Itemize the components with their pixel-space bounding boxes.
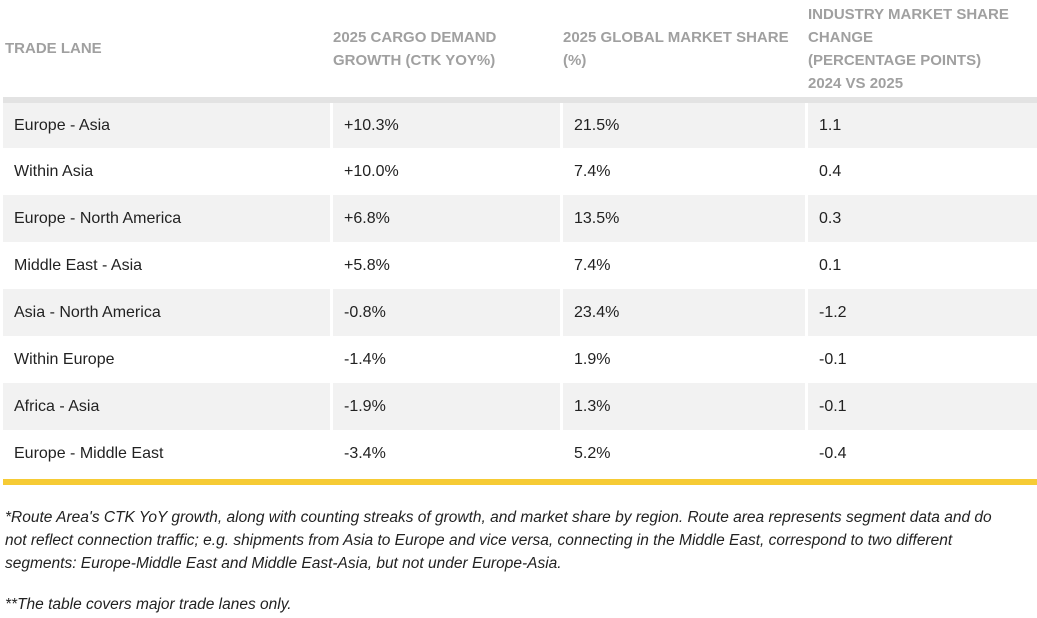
table-cell: 23.4%	[563, 289, 805, 336]
table-cell: Within Asia	[14, 162, 94, 180]
header-text: CHANGE	[808, 28, 874, 46]
table-cell: -0.1	[819, 350, 847, 368]
header-text: 2025 CARGO DEMAND	[333, 28, 497, 46]
table-body: Europe - Asia +10.3% 21.5% 1.1 Within Asia +1…	[3, 103, 1037, 477]
table-cell: 5.2%	[574, 444, 611, 462]
table-cell: +10.3%	[333, 103, 560, 148]
table-cell: -0.1	[808, 383, 1037, 430]
header-text: 2025 GLOBAL MARKET SHARE	[563, 28, 789, 46]
table-row: Within Asia +10.0% 7.4% 0.4	[3, 148, 1037, 195]
table-cell: -1.9%	[333, 383, 560, 430]
header-text: INDUSTRY MARKET SHARE	[808, 5, 1009, 23]
table-cell: -1.4%	[344, 350, 386, 368]
table-header: TRADE LANE 2025 CARGO DEMAND GROWTH (CTK Y…	[0, 0, 1037, 97]
table-cell: 0.3	[808, 195, 1037, 242]
table-cell: -1.2	[808, 289, 1037, 336]
table-cell: Middle East - Asia	[14, 256, 143, 274]
header-divider	[3, 97, 1037, 103]
table-cell: Europe - Middle East	[14, 444, 164, 462]
table-row: Europe - Asia +10.3% 21.5% 1.1	[3, 103, 1037, 148]
table-row: Europe - Middle East -3.4% 5.2% -0.4	[3, 430, 1037, 477]
table-cell: 0.4	[819, 162, 842, 180]
header-cell: 2025 GLOBAL MARKET SHARE (%)	[563, 0, 789, 97]
table-cell: 1.3%	[563, 383, 805, 430]
table-cell: +5.8%	[344, 256, 390, 274]
footnote-text: *Route Area's CTK YoY growth, along with…	[5, 509, 992, 526]
header-text: (%)	[563, 51, 587, 69]
table-row: Africa - Asia -1.9% 1.3% -0.1	[3, 383, 1037, 430]
table-cell: 7.4%	[574, 256, 611, 274]
header-cell: TRADE LANE	[5, 0, 102, 97]
table-cell: +10.0%	[344, 162, 399, 180]
table-cell: 1.9%	[574, 350, 611, 368]
table-row: Middle East - Asia +5.8% 7.4% 0.1	[3, 242, 1037, 289]
table-cell: 0.1	[819, 256, 842, 274]
table-row: Within Europe -1.4% 1.9% -0.1	[3, 336, 1037, 383]
table-cell: Within Europe	[14, 350, 115, 368]
header-text: TRADE LANE	[5, 40, 102, 57]
header-text: GROWTH (CTK YOY%)	[333, 51, 496, 69]
table-cell: 1.1	[808, 103, 1037, 148]
table-cell: -3.4%	[344, 444, 386, 462]
table-cell: Asia - North America	[3, 289, 330, 336]
table-row: Asia - North America -0.8% 23.4% -1.2	[3, 289, 1037, 336]
table-cell: -0.4	[819, 444, 847, 462]
header-cell: 2025 CARGO DEMAND GROWTH (CTK YOY%)	[333, 0, 496, 97]
footnote-text: not reflect connection traffic; e.g. shi…	[5, 532, 953, 549]
header-text: 2024 VS 2025	[808, 74, 904, 92]
footnote-text: **The table covers major trade lanes onl…	[5, 596, 292, 613]
table-cell: 13.5%	[563, 195, 805, 242]
table-cell: -0.8%	[333, 289, 560, 336]
table-cell: Europe - North America	[3, 195, 330, 242]
table-cell: +6.8%	[333, 195, 560, 242]
table-cell: Europe - Asia	[3, 103, 330, 148]
table-cell: 21.5%	[563, 103, 805, 148]
footnote-text: segments: Europe-Middle East and Middle …	[5, 555, 562, 572]
header-cell: INDUSTRY MARKET SHARE CHANGE (PERCENTAGE P…	[808, 0, 1009, 97]
table-cell: Africa - Asia	[3, 383, 330, 430]
table-row: Europe - North America +6.8% 13.5% 0.3	[3, 195, 1037, 242]
table-cell: 7.4%	[574, 162, 611, 180]
table-bottom-rule	[3, 479, 1037, 485]
header-text: (PERCENTAGE POINTS)	[808, 51, 982, 69]
